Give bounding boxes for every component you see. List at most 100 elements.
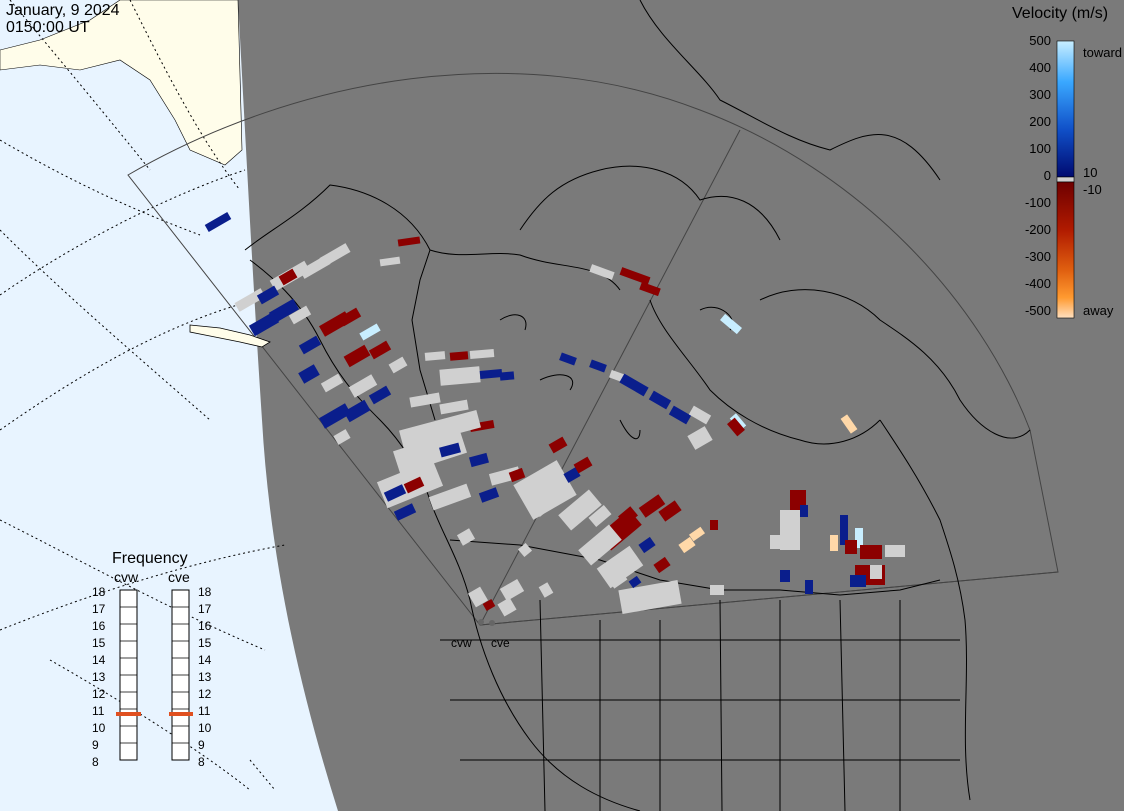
freq-tick-left: 10 [92, 721, 106, 735]
radar-name-cvw: cvw [114, 569, 139, 585]
velocity-cell [368, 385, 392, 405]
freq-tick-left: 11 [92, 704, 105, 718]
alaska-peninsula [189, 324, 271, 348]
freq-tick-left: 9 [92, 738, 99, 752]
cb-tick: -500 [1024, 303, 1051, 318]
velocity-cell [653, 556, 671, 574]
velocity-cell [618, 506, 638, 526]
velocity-cell [658, 500, 682, 522]
velocity-cell [298, 335, 322, 355]
velocity-cell [256, 285, 280, 305]
cb-tick: -100 [1024, 195, 1051, 210]
cve-frequency-indicator [169, 712, 193, 716]
freq-tick-right: 8 [198, 755, 205, 769]
cb-tick: 100 [1029, 141, 1051, 156]
velocity-cell [638, 536, 656, 554]
site-label-cve: cve [491, 636, 510, 650]
velocity-cell [648, 390, 672, 410]
velocity-cell [409, 392, 441, 408]
freq-tick-right: 10 [198, 721, 212, 735]
cb-tick: 200 [1029, 114, 1051, 129]
velocity-cell [383, 484, 407, 502]
cb-label-away: away [1083, 303, 1114, 318]
velocity-cell [688, 526, 706, 542]
velocity-cell [727, 417, 745, 437]
map-date: January, 9 2024 [6, 2, 120, 19]
cb-tick: -400 [1024, 276, 1051, 291]
velocity-cell [469, 452, 489, 468]
velocity-cell [298, 364, 320, 384]
velocity-cell [343, 399, 371, 423]
velocity-cell [619, 267, 651, 285]
velocity-cell [348, 374, 378, 398]
velocity-cell [478, 487, 500, 503]
velocity-cell [497, 597, 517, 617]
velocity-cell [885, 545, 905, 557]
velocity-cell [288, 305, 312, 325]
velocity-cell [720, 313, 742, 335]
velocity-cell [467, 586, 489, 608]
velocity-cell [268, 298, 300, 324]
velocity-cell [855, 528, 863, 548]
map-time: 0150:00 UT [6, 19, 90, 36]
velocity-cell [860, 545, 870, 559]
freq-tick-right: 14 [198, 653, 212, 667]
velocity-cell [800, 505, 808, 517]
freq-tick-right: 13 [198, 670, 212, 684]
velocity-cell [204, 212, 232, 232]
cb-label-toward: toward [1083, 45, 1123, 60]
velocity-cell [638, 494, 666, 518]
velocity-cell [456, 528, 476, 546]
freq-tick-right: 17 [198, 602, 212, 616]
site-label-cvw: cvw [451, 636, 472, 650]
freq-tick-right: 18 [198, 585, 212, 599]
velocity-cell [393, 503, 417, 521]
cb-tick: 0 [1043, 168, 1051, 183]
colorbar-title: Velocity (m/s) [1012, 5, 1109, 22]
velocity-cell [397, 236, 421, 247]
velocity-cell [619, 373, 649, 397]
velocity-cell [439, 366, 481, 386]
velocity-cell [609, 369, 625, 383]
site-marker-cve[interactable] [489, 620, 495, 626]
cb-tick: -200 [1024, 222, 1051, 237]
velocity-cell [687, 426, 713, 450]
freq-tick-left: 14 [92, 653, 106, 667]
velocity-cell [499, 578, 525, 602]
velocity-cell [596, 545, 644, 589]
freq-tick-left: 17 [92, 602, 106, 616]
velocity-cell [343, 344, 371, 368]
velocity-cell [449, 351, 469, 361]
daylit-land [0, 0, 243, 166]
velocity-cell [628, 575, 642, 589]
velocity-cell [845, 540, 857, 554]
velocity-cell [589, 359, 607, 373]
velocity-cell [379, 256, 401, 267]
velocity-cell [618, 579, 682, 615]
velocity-cell [499, 371, 515, 381]
velocity-cell [678, 536, 696, 554]
freq-tick-right: 16 [198, 619, 212, 633]
freq-tick-right: 9 [198, 738, 205, 752]
velocity-cell [589, 264, 615, 280]
velocity-cell [870, 565, 882, 579]
velocity-cell [482, 599, 496, 611]
night-land-region [238, 0, 1124, 811]
velocity-cell [368, 340, 392, 360]
freq-tick-left: 8 [92, 755, 99, 769]
velocity-cell [850, 575, 866, 587]
velocity-cell [333, 429, 351, 445]
site-marker-cvw[interactable] [478, 619, 484, 625]
velocity-cell [469, 348, 495, 360]
velocity-cell [424, 351, 446, 361]
velocity-cell [578, 524, 622, 566]
velocity-colorbar [1056, 40, 1075, 319]
radar-sites [478, 619, 495, 626]
velocity-cell [639, 281, 661, 297]
frequency-bars [116, 589, 193, 761]
velocity-cell [319, 243, 351, 267]
velocity-cell [278, 268, 298, 286]
velocity-cell [558, 489, 602, 531]
